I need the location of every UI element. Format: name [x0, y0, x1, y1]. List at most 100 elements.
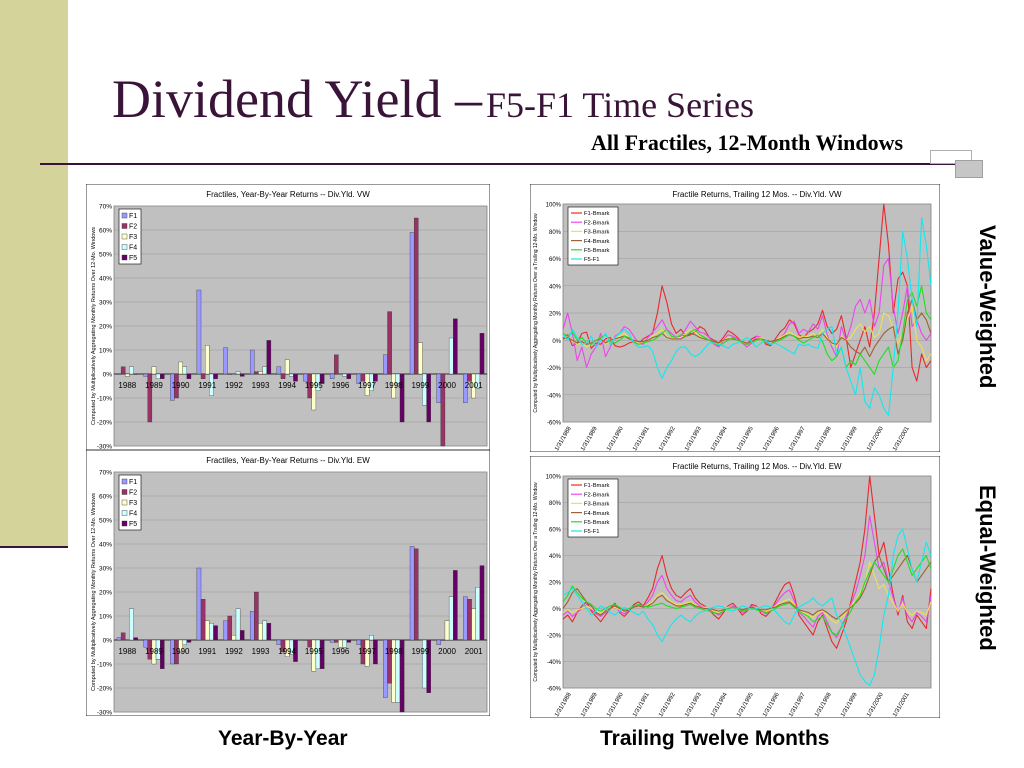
x-tick-label: 1990: [172, 647, 190, 656]
bar-f5-1996: [346, 373, 352, 379]
bar-f5-1992: [239, 630, 245, 641]
bar-f5-1994: [293, 639, 298, 662]
equal-weighted-label: Equal-Weighted: [975, 485, 1000, 651]
bar-f4-1992: [235, 371, 241, 375]
x-tick-label: 1994: [278, 381, 296, 390]
bar-f1-1994: [276, 639, 282, 645]
y-tick-label: 50%: [99, 252, 112, 259]
bar-f4-2000: [448, 596, 454, 641]
y-tick-label: -20%: [97, 420, 112, 427]
bar-f4-1992: [235, 608, 241, 641]
y-tick-label: -60%: [547, 421, 562, 427]
y-tick-label: 60%: [549, 257, 562, 263]
y-tick-label: 10%: [99, 348, 112, 355]
slide-subtitle: All Fractiles, 12-Month Windows: [591, 130, 904, 155]
bar-f3-1996: [338, 373, 343, 375]
bar-f5-1997: [373, 639, 378, 665]
y-axis-label: Computed by Multiplicatively Aggregating…: [533, 482, 539, 682]
slide-title-sub: F5-F1 Time Series: [485, 85, 755, 125]
bar-f2-1991: [200, 599, 206, 641]
bar-f1-1997: [356, 639, 362, 645]
x-tick-label: 2000: [438, 381, 456, 390]
bar-f5-1989: [160, 639, 165, 669]
series-line-f5-f1: [562, 217, 932, 416]
chart-title: Fractiles, Year-By-Year Returns -- Div.Y…: [206, 190, 370, 199]
x-tick-label: 1992: [225, 381, 243, 390]
legend-swatch-f5: [121, 520, 128, 527]
bar-f4-1996: [342, 373, 347, 377]
bar-f2-1994: [280, 373, 286, 379]
legend-label-f2-bmark: F2-Bmark: [584, 220, 610, 226]
bar-f1-1989: [143, 373, 148, 377]
decorative-box: [955, 160, 983, 178]
y-tick-label: 10%: [99, 614, 112, 621]
y-tick-label: -20%: [547, 634, 562, 640]
x-tick-label: 1989: [145, 381, 163, 390]
bar-f1-1998: [383, 354, 388, 375]
x-tick-label: 1991: [198, 647, 216, 656]
y-tick-label: -20%: [547, 366, 562, 372]
x-tick-label: 1992: [225, 647, 243, 656]
bar-f5-1989: [160, 373, 165, 379]
bar-f3-1990: [178, 639, 183, 653]
bar-f1-1993: [249, 611, 255, 641]
bar-f4-1996: [342, 639, 347, 648]
legend-box: [118, 474, 142, 531]
y-tick-label: 40%: [549, 554, 562, 560]
legend-swatch-f4: [121, 244, 128, 250]
y-tick-label: 50%: [99, 518, 112, 525]
bar-f5-1992: [239, 373, 245, 377]
legend-label-f3: F3: [129, 500, 137, 507]
bar-f5-1996: [346, 639, 352, 643]
legend-label-f1: F1: [129, 213, 137, 220]
bar-f2-1991: [200, 373, 206, 379]
bar-f3-1993: [258, 371, 263, 375]
bar-f5-2001: [479, 565, 485, 641]
y-tick-label: 0%: [552, 339, 561, 345]
bar-f3-1994: [284, 359, 290, 375]
bar-f4-1993: [262, 366, 267, 375]
bar-f4-1988: [129, 366, 134, 375]
series-line-f1-bmark: [562, 475, 932, 649]
y-tick-label: -30%: [97, 710, 112, 717]
decorative-box: [930, 150, 972, 164]
bar-f3-2001: [471, 608, 476, 641]
slide-title: Dividend Yield – F5-F1 Time Series: [112, 68, 754, 130]
x-tick-label: 1995: [305, 647, 323, 656]
bar-f5-1993: [266, 340, 272, 375]
legend-label-f4-bmark: F4-Bmark: [584, 511, 610, 517]
legend-label-f4-bmark: F4-Bmark: [584, 239, 610, 245]
bar-f3-1997: [364, 639, 370, 667]
x-tick-label: 1993: [252, 381, 270, 390]
legend-label-f5-bmark: F5-Bmark: [584, 520, 610, 526]
bar-f4-1991: [209, 623, 214, 641]
year-by-year-label: Year-By-Year: [218, 727, 348, 750]
y-tick-label: -10%: [97, 396, 112, 403]
bar-f3-1998: [391, 373, 397, 399]
bar-f5-2000: [453, 318, 458, 375]
y-tick-label: 60%: [99, 494, 112, 501]
bar-f3-1989: [151, 366, 157, 375]
y-tick-label: 20%: [99, 590, 112, 597]
legend-label-f4: F4: [129, 511, 137, 518]
bar-f4-1989: [155, 373, 161, 379]
bar-f1-1994: [276, 366, 282, 375]
legend-label-f2: F2: [129, 490, 137, 497]
x-tick-label: 1988: [118, 381, 136, 390]
bar-f5-1998: [399, 373, 405, 423]
legend-label-f5-f1: F5-F1: [584, 529, 599, 535]
bar-f2-1988: [120, 366, 126, 375]
bar-f1-1996: [329, 639, 335, 643]
bar-f2-2001: [467, 599, 472, 641]
x-tick-label: 1998: [385, 647, 403, 656]
y-tick-label: 80%: [549, 501, 562, 507]
legend-label-f2: F2: [129, 224, 137, 231]
bar-f3-1995: [311, 373, 317, 411]
y-tick-label: 60%: [99, 228, 112, 235]
legend-label-f3-bmark: F3-Bmark: [584, 230, 610, 236]
y-tick-label: 30%: [99, 566, 112, 573]
sidebar-divider: [0, 546, 68, 548]
legend-box: [567, 478, 619, 538]
bar-f2-1999: [413, 217, 419, 375]
y-tick-label: -20%: [97, 686, 112, 693]
